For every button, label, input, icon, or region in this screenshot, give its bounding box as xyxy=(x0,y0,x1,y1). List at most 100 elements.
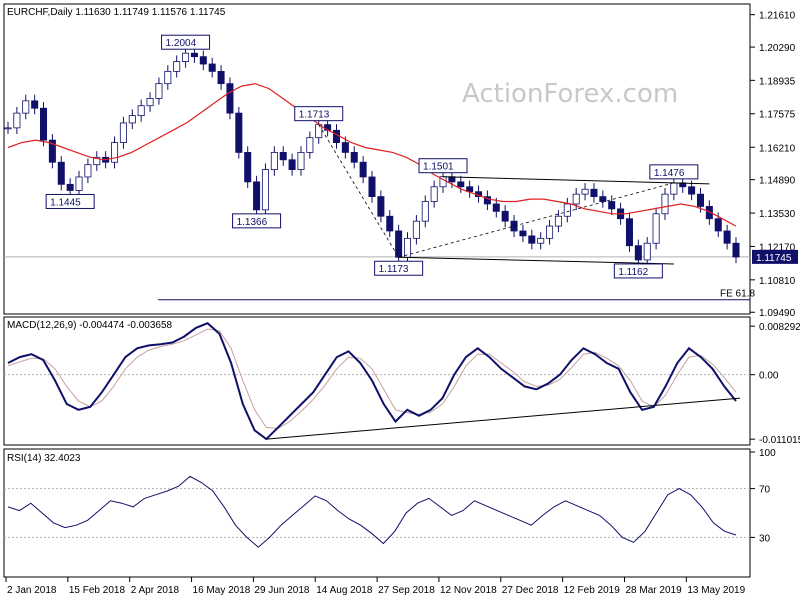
candle-body xyxy=(40,107,48,141)
price-y-tick-label: 1.13530 xyxy=(759,209,796,220)
candle-body xyxy=(261,169,269,211)
candle-body xyxy=(199,56,207,65)
price-annotation-box xyxy=(232,213,282,229)
x-tick-label: 27 Dec 2018 xyxy=(502,585,559,596)
candle-body xyxy=(146,97,154,107)
x-tick-label: 29 Jun 2018 xyxy=(254,585,309,596)
candle-body xyxy=(84,164,92,178)
candle-body xyxy=(155,83,163,99)
price-header: EURCHF,Daily 1.11630 1.11749 1.11576 1.1… xyxy=(7,7,226,18)
candle-body xyxy=(208,63,216,72)
candle-body xyxy=(483,196,491,205)
candle-body xyxy=(688,186,696,195)
price-y-tick-label: 1.20290 xyxy=(759,43,796,54)
candle-body xyxy=(696,193,704,207)
candle-body xyxy=(182,52,190,62)
candle-body xyxy=(93,156,101,166)
candle-body xyxy=(288,159,296,170)
candle-body xyxy=(528,235,536,244)
candle-body xyxy=(226,83,234,114)
rsi-plot xyxy=(4,475,750,548)
candle-body xyxy=(501,210,509,222)
y-axes: 1.21610 1.20290 1.18935 1.17575 1.16210 1.148… xyxy=(750,11,800,544)
candle-body xyxy=(297,152,305,170)
price-y-tick-label: 1.17575 xyxy=(759,110,796,121)
candle-body xyxy=(421,201,429,222)
price-annotation-box xyxy=(45,193,95,209)
candle-body xyxy=(714,218,722,232)
candle-body xyxy=(368,176,376,198)
rsi-header: RSI(14) 32.4023 xyxy=(7,453,81,464)
price-annotation-box xyxy=(374,260,424,276)
price-y-tick-label: 1.18935 xyxy=(759,76,796,87)
macd-signal-line xyxy=(7,328,737,430)
price-annotation-label: 1.1366 xyxy=(237,217,268,228)
candle-body xyxy=(359,161,367,178)
candle-body xyxy=(48,139,56,163)
fe-label: FE 61.8 xyxy=(720,289,755,300)
x-tick-label: 13 May 2019 xyxy=(687,585,745,596)
candle-body xyxy=(581,188,589,195)
rsi-panel-frame xyxy=(3,448,751,578)
price-y-tick-label: 1.09490 xyxy=(759,308,796,319)
candle-body xyxy=(332,129,340,143)
macd-y-tick-label: -0.011015 xyxy=(759,435,800,446)
candle-body xyxy=(634,245,642,261)
candle-body xyxy=(4,127,12,130)
candle-body xyxy=(519,230,527,237)
candle-body xyxy=(661,193,669,215)
candle-body xyxy=(537,237,545,244)
macd-y-tick-label: 0.00 xyxy=(759,371,779,382)
x-tick-label: 28 Mar 2019 xyxy=(625,585,682,596)
watermark: ActionForex.com xyxy=(462,79,678,109)
candle-body xyxy=(510,220,518,232)
candle-body xyxy=(430,186,438,202)
price-y-tick-label: 1.16210 xyxy=(759,143,796,154)
candle-body xyxy=(22,100,30,114)
price-annotation-box xyxy=(649,164,699,180)
price-annotation-label: 1.2004 xyxy=(166,38,197,49)
candle-body xyxy=(253,181,261,211)
candle-body xyxy=(732,242,740,258)
candle-body xyxy=(590,188,598,198)
upper-channel-line xyxy=(443,176,710,185)
rsi-line xyxy=(7,475,737,548)
x-tick-label: 12 Nov 2018 xyxy=(440,585,497,596)
candle-body xyxy=(341,142,349,153)
candle-body xyxy=(164,70,172,85)
rsi-y-tick-label: 100 xyxy=(759,448,776,459)
candle-body xyxy=(652,213,660,244)
candle-body xyxy=(173,61,181,72)
price-annotation-label: 1.1476 xyxy=(654,168,685,179)
candle-body xyxy=(244,152,252,183)
dashed-retrace-line xyxy=(318,124,399,258)
x-tick-label: 14 Aug 2018 xyxy=(316,585,373,596)
candle-body xyxy=(625,218,633,247)
rsi-y-tick-label: 70 xyxy=(759,485,771,496)
candle-body xyxy=(412,220,420,239)
candle-body xyxy=(404,237,412,258)
candle-body xyxy=(457,181,465,188)
price-annotation-box xyxy=(294,106,344,122)
macd-y-tick-label: 0.008292 xyxy=(759,322,800,333)
candle-body xyxy=(705,206,713,220)
rsi-y-tick-label: 30 xyxy=(759,533,771,544)
candle-body xyxy=(492,203,500,212)
price-plot: FE 61.8 1.2004 1.1713 1.1445 1.1366 1.1501 1.1… xyxy=(4,34,755,301)
candle-body xyxy=(350,152,358,163)
candle-body xyxy=(111,142,119,163)
x-tick-label: 2 Apr 2018 xyxy=(131,585,180,596)
last-price-label: 1.11745 xyxy=(756,253,792,264)
macd-panel-frame xyxy=(3,316,751,446)
candle-body xyxy=(75,176,83,191)
candle-body xyxy=(572,193,580,205)
price-annotation-box xyxy=(418,158,468,174)
lower-channel-line xyxy=(398,256,674,265)
price-annotation-box xyxy=(613,263,663,279)
price-annotation-label: 1.1501 xyxy=(423,162,454,173)
x-tick-label: 15 Feb 2018 xyxy=(69,585,126,596)
macd-line xyxy=(7,322,737,441)
macd-header: MACD(12,26,9) -0.004474 -0.003658 xyxy=(7,320,173,331)
price-annotation-label: 1.1445 xyxy=(50,197,81,208)
